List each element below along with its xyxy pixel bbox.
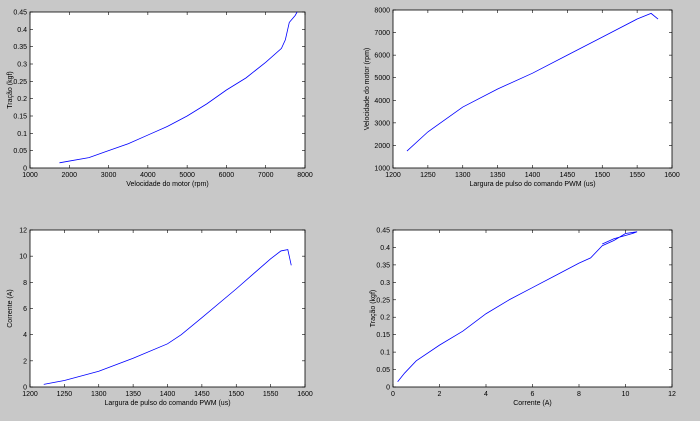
y-tick-label: 3000	[374, 120, 390, 127]
y-tick-label: 6000	[374, 53, 390, 60]
y-tick-label: 0.35	[13, 44, 27, 51]
y-tick-label: 2	[23, 358, 27, 365]
x-tick-label: 1250	[57, 391, 73, 398]
y-tick-label: 0.25	[376, 297, 390, 304]
x-tick-label: 6000	[219, 172, 235, 179]
x-tick-label: 8	[577, 391, 581, 398]
y-axis-label: Tração (kgf)	[7, 71, 14, 108]
x-tick-label: 1600	[297, 391, 313, 398]
x-tick-label: 1400	[525, 172, 541, 179]
x-tick-label: 4	[484, 391, 488, 398]
x-tick-label: 1300	[455, 172, 471, 179]
y-tick-label: 0.1	[17, 131, 27, 138]
x-tick-label: 1550	[629, 172, 645, 179]
x-tick-label: 1500	[228, 391, 244, 398]
y-tick-label: 0.2	[380, 315, 390, 322]
y-tick-label: 0.15	[376, 332, 390, 339]
x-tick-label: 12	[668, 391, 676, 398]
x-tick-label: 1300	[91, 391, 107, 398]
x-tick-label: 1450	[194, 391, 210, 398]
x-tick-label: 10	[622, 391, 630, 398]
x-tick-label: 6	[531, 391, 535, 398]
x-axis-label: Largura de pulso do comando PWM (us)	[104, 400, 230, 407]
plot-area	[29, 229, 306, 388]
x-tick-label: 1400	[160, 391, 176, 398]
x-tick-label: 1600	[664, 172, 680, 179]
y-tick-label: 0.35	[376, 262, 390, 269]
y-tick-label: 0.15	[13, 114, 27, 121]
y-tick-label: 0.05	[376, 367, 390, 374]
plot-area	[29, 11, 306, 169]
x-tick-label: 0	[391, 391, 395, 398]
x-tick-label: 1500	[594, 172, 610, 179]
y-tick-label: 2000	[374, 143, 390, 150]
y-axis-label: Velocidade do motor (rpm)	[364, 48, 371, 130]
x-tick-label: 1200	[22, 391, 38, 398]
y-tick-label: 0.4	[380, 245, 390, 252]
y-tick-label: 7000	[374, 30, 390, 37]
y-tick-label: 5000	[374, 75, 390, 82]
y-tick-label: 8	[23, 280, 27, 287]
x-tick-label: 5000	[179, 172, 195, 179]
y-tick-label: 0.1	[380, 350, 390, 357]
y-tick-label: 0.3	[380, 280, 390, 287]
x-tick-label: 7000	[258, 172, 274, 179]
y-tick-label: 0.2	[17, 96, 27, 103]
y-tick-label: 6	[23, 306, 27, 313]
y-tick-label: 1000	[374, 166, 390, 173]
y-tick-label: 0.3	[17, 62, 27, 69]
x-tick-label: 4000	[140, 172, 156, 179]
x-tick-label: 1000	[22, 172, 38, 179]
y-axis-label: Tração (kgf)	[370, 290, 377, 327]
data-line	[406, 12, 659, 152]
x-axis-label: Corrente (A)	[513, 400, 552, 407]
x-tick-label: 1450	[560, 172, 576, 179]
x-tick-label: 2000	[61, 172, 77, 179]
y-tick-label: 0.45	[376, 228, 390, 235]
y-tick-label: 0.4	[17, 27, 27, 34]
x-tick-label: 1350	[125, 391, 141, 398]
y-tick-label: 0.05	[13, 148, 27, 155]
y-tick-label: 0	[23, 166, 27, 173]
x-axis-label: Largura de pulso do comando PWM (us)	[469, 181, 595, 188]
y-tick-label: 12	[19, 228, 27, 235]
x-tick-label: 2	[438, 391, 442, 398]
y-tick-label: 10	[19, 254, 27, 261]
x-tick-label: 3000	[101, 172, 117, 179]
x-tick-label: 8000	[297, 172, 313, 179]
data-line	[397, 231, 638, 383]
y-tick-label: 4000	[374, 98, 390, 105]
y-tick-label: 0	[23, 385, 27, 392]
y-tick-label: 0	[386, 385, 390, 392]
plot-area	[392, 229, 673, 388]
data-line	[43, 249, 292, 385]
y-tick-label: 8000	[374, 8, 390, 15]
y-axis-label: Corrente (A)	[7, 289, 14, 328]
x-tick-label: 1350	[490, 172, 506, 179]
x-tick-label: 1200	[385, 172, 401, 179]
x-tick-label: 1250	[420, 172, 436, 179]
x-tick-label: 1550	[263, 391, 279, 398]
x-axis-label: Velocidade do motor (rpm)	[126, 181, 208, 188]
y-tick-label: 0.25	[13, 79, 27, 86]
y-tick-label: 4	[23, 332, 27, 339]
y-tick-label: 0.45	[13, 10, 27, 17]
data-line	[59, 11, 298, 164]
plot-area	[392, 9, 673, 169]
